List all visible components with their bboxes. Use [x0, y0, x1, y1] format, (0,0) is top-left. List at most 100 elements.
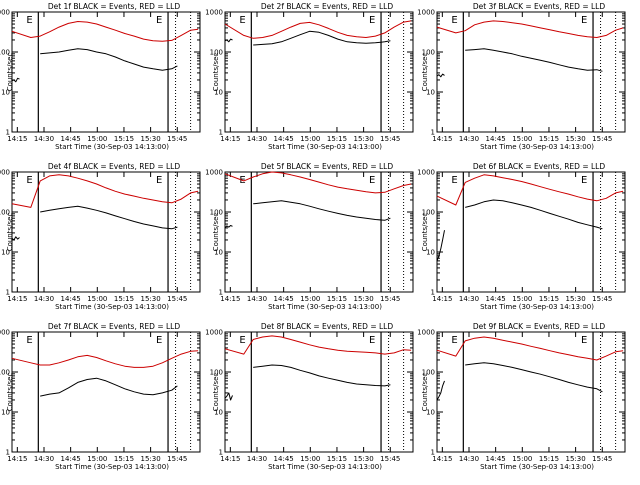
x-tick-label: 15:45 [592, 135, 612, 143]
x-tick-label: 15:15 [114, 135, 134, 143]
x-tick-label: 14:30 [34, 295, 54, 303]
y-tick-label: 10 [1, 89, 10, 97]
marker-label: E [451, 335, 457, 346]
y-axis-label: Counts/sec [421, 373, 429, 412]
x-tick-label: 15:45 [380, 455, 400, 463]
x-tick-label: 15:15 [114, 455, 134, 463]
y-tick-label: 1000 [417, 169, 435, 177]
panel-det-2: Det 2f BLACK = Events, RED = LLD Counts/s… [205, 2, 414, 151]
panel-det-3: Det 3f BLACK = Events, RED = LLD Counts/s… [417, 2, 626, 151]
series-lld [436, 174, 624, 206]
series-events [465, 48, 603, 72]
series-events [465, 362, 603, 393]
panel-title: Det 8f BLACK = Events, RED = LLD [261, 322, 394, 331]
x-tick-label: 15:30 [566, 295, 586, 303]
panel-title: Det 9f BLACK = Events, RED = LLD [473, 322, 606, 331]
x-tick-label: 15:00 [300, 135, 320, 143]
y-tick-label: 10 [426, 89, 435, 97]
panel-title: Det 2f BLACK = Events, RED = LLD [261, 2, 394, 11]
plot-frame [11, 171, 201, 293]
marker-label: E [581, 335, 587, 346]
x-tick-label: 14:15 [7, 455, 27, 463]
series-lld [224, 171, 412, 194]
x-tick-label: 14:15 [220, 455, 240, 463]
y-axis-label: Counts/sec [212, 213, 220, 252]
x-tick-label: 14:45 [61, 295, 81, 303]
series-events [40, 48, 178, 71]
x-tick-label: 14:15 [432, 135, 452, 143]
x-tick-label: 15:00 [300, 455, 320, 463]
series-events [224, 225, 233, 229]
panel-det-4: Det 4f BLACK = Events, RED = LLD Counts/s… [0, 162, 201, 311]
series-events [253, 30, 391, 46]
panel-title: Det 1f BLACK = Events, RED = LLD [48, 2, 181, 11]
x-tick-label: 14:30 [459, 135, 479, 143]
series-events [224, 392, 233, 401]
marker-label: E [451, 15, 457, 26]
series-events [253, 200, 391, 221]
series-lld [224, 335, 412, 355]
marker-label: E [369, 15, 375, 26]
x-axis-label: Start Time (30-Sep-03 14:13:00) [55, 463, 169, 471]
series-events [436, 230, 445, 262]
x-tick-label: 15:00 [512, 295, 532, 303]
x-tick-label: 15:30 [141, 295, 161, 303]
series-events [224, 38, 233, 43]
panel-det-7: Det 7f BLACK = Events, RED = LLD Counts/s… [0, 322, 201, 471]
panel-title: Det 5f BLACK = Events, RED = LLD [261, 162, 394, 171]
panel-title: Det 7f BLACK = Events, RED = LLD [48, 322, 181, 331]
x-tick-label: 15:30 [354, 135, 374, 143]
x-tick-label: 15:30 [141, 135, 161, 143]
marker-label: E [26, 15, 32, 26]
y-axis-label: Counts/sec [212, 53, 220, 92]
panel-title: Det 3f BLACK = Events, RED = LLD [473, 2, 606, 11]
x-tick-label: 14:30 [247, 295, 267, 303]
x-axis-label: Start Time (30-Sep-03 14:13:00) [480, 303, 594, 311]
y-tick-label: 1000 [205, 9, 223, 17]
x-tick-label: 14:30 [247, 455, 267, 463]
y-tick-label: 100 [0, 369, 10, 377]
y-tick-label: 100 [422, 49, 435, 57]
plot-frame [436, 171, 626, 293]
x-tick-label: 15:45 [167, 135, 187, 143]
y-axis-label: Counts/sec [212, 373, 220, 412]
series-lld [11, 350, 199, 368]
series-events [40, 205, 178, 230]
x-axis-label: Start Time (30-Sep-03 14:13:00) [55, 303, 169, 311]
y-tick-label: 10 [214, 249, 223, 257]
x-axis-label: Start Time (30-Sep-03 14:13:00) [268, 463, 382, 471]
series-events [40, 377, 178, 397]
panel-title: Det 4f BLACK = Events, RED = LLD [48, 162, 181, 171]
marker-label: E [156, 335, 162, 346]
x-tick-label: 14:30 [247, 135, 267, 143]
x-tick-label: 14:30 [459, 455, 479, 463]
y-tick-label: 10 [426, 409, 435, 417]
series-events [436, 380, 445, 401]
x-tick-label: 14:45 [61, 455, 81, 463]
x-tick-label: 14:45 [274, 135, 294, 143]
x-tick-label: 15:45 [167, 455, 187, 463]
x-tick-label: 15:30 [141, 455, 161, 463]
y-tick-label: 1 [6, 449, 10, 457]
x-tick-label: 14:30 [459, 295, 479, 303]
x-tick-label: 15:15 [539, 295, 559, 303]
x-tick-label: 15:45 [592, 295, 612, 303]
y-tick-label: 100 [422, 369, 435, 377]
x-tick-label: 14:45 [61, 135, 81, 143]
x-axis-label: Start Time (30-Sep-03 14:13:00) [480, 143, 594, 151]
y-tick-label: 100 [422, 209, 435, 217]
panel-det-6: Det 6f BLACK = Events, RED = LLD Counts/s… [417, 162, 626, 311]
x-axis-label: Start Time (30-Sep-03 14:13:00) [268, 303, 382, 311]
series-events [11, 236, 20, 241]
marker-label: E [239, 335, 245, 346]
y-tick-label: 1 [431, 129, 435, 137]
x-tick-label: 14:15 [220, 295, 240, 303]
y-tick-label: 1000 [0, 169, 10, 177]
panel-title: Det 6f BLACK = Events, RED = LLD [473, 162, 606, 171]
x-tick-label: 15:45 [592, 455, 612, 463]
x-tick-label: 14:15 [220, 135, 240, 143]
x-tick-label: 15:15 [114, 295, 134, 303]
plot-frame [224, 11, 414, 133]
plot-frame [224, 331, 414, 453]
y-tick-label: 1 [219, 449, 223, 457]
